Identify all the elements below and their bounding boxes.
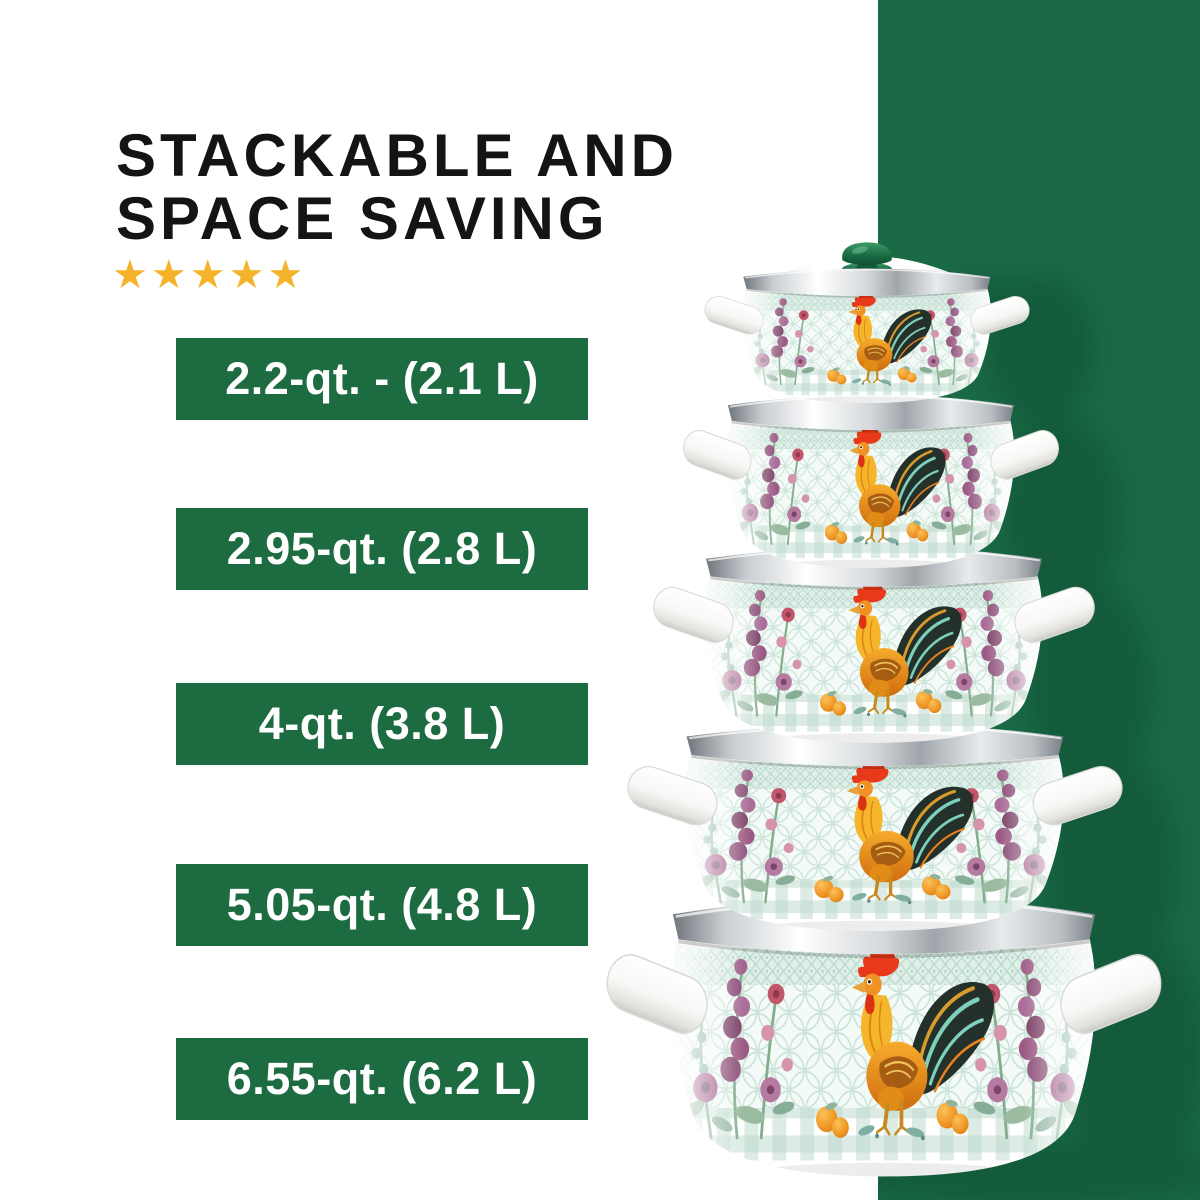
capacity-label-5: 6.55-qt. (6.2 L) xyxy=(176,1038,588,1120)
headline-line-2: SPACE SAVING xyxy=(116,185,609,252)
headline: STACKABLE AND SPACE SAVING xyxy=(116,124,678,250)
capacity-text: 4-qt. (3.8 L) xyxy=(258,698,506,749)
capacity-label-1: 2.2-qt. - (2.1 L) xyxy=(176,338,588,420)
capacity-text: 5.05-qt. (4.8 L) xyxy=(226,879,538,930)
star-icons: ★★★★★ xyxy=(112,253,307,297)
pot-1 xyxy=(701,269,1032,419)
capacity-text: 2.95-qt. (2.8 L) xyxy=(226,523,538,574)
headline-line-1: STACKABLE AND xyxy=(116,122,678,189)
pot-3 xyxy=(649,547,1099,765)
capacity-text: 2.2-qt. - (2.1 L) xyxy=(225,353,539,404)
capacity-text: 6.55-qt. (6.2 L) xyxy=(226,1053,538,1104)
capacity-label-2: 2.95-qt. (2.8 L) xyxy=(176,508,588,590)
star-rating: ★★★★★ xyxy=(112,252,306,298)
capacity-label-4: 5.05-qt. (4.8 L) xyxy=(176,864,588,946)
capacity-label-3: 4-qt. (3.8 L) xyxy=(176,683,588,765)
